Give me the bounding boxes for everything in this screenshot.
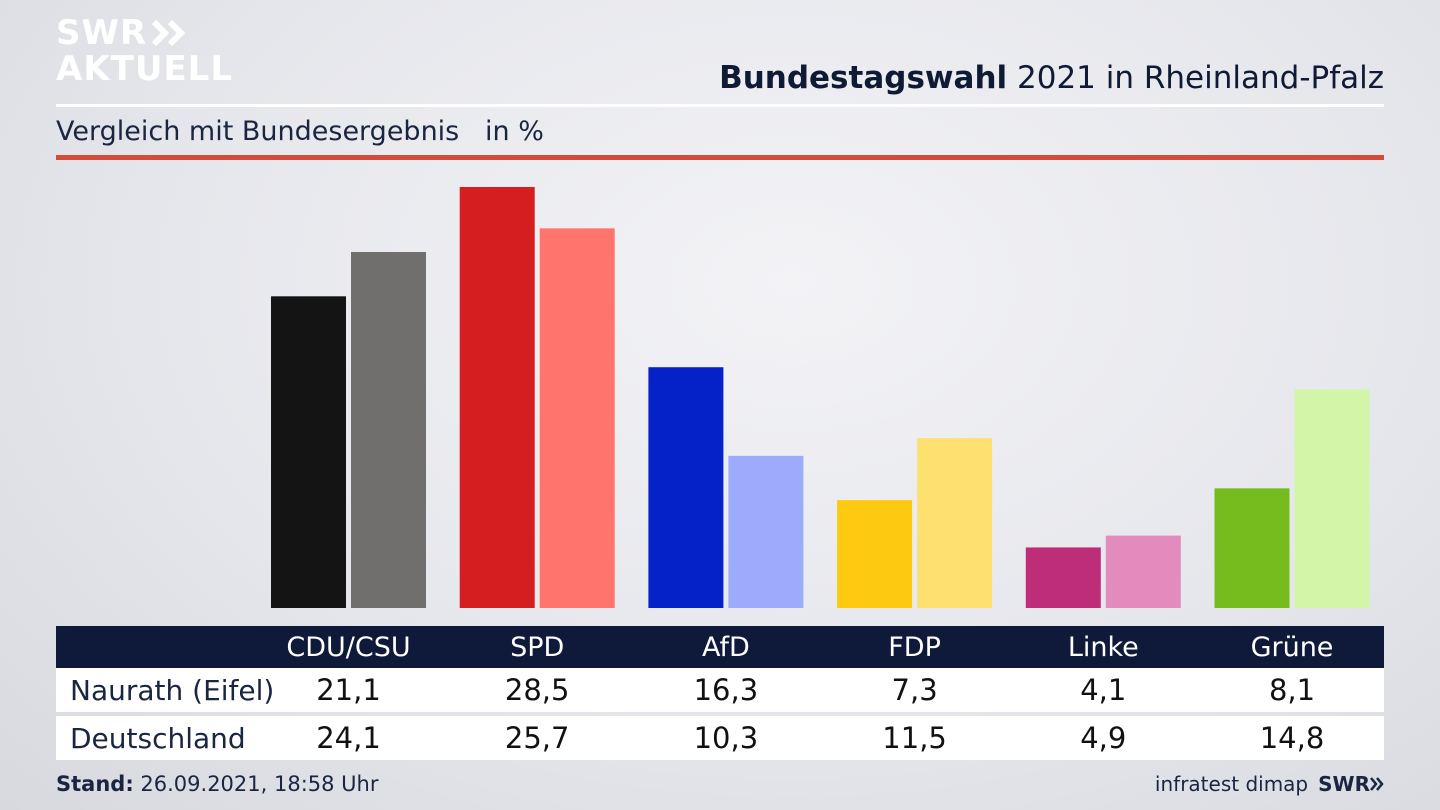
bar-local-3 bbox=[837, 500, 913, 608]
bar-national-4 bbox=[1105, 535, 1181, 608]
timestamp: Stand: 26.09.2021, 18:58 Uhr bbox=[56, 772, 379, 796]
table-header-cell: FDP bbox=[888, 631, 941, 663]
swr-footer-logo: SWR bbox=[1318, 772, 1384, 796]
table-header-cell: Grüne bbox=[1250, 631, 1334, 663]
table-row: Naurath (Eifel) 21,1 28,5 16,3 7,3 4,1 8,1 bbox=[56, 668, 1384, 712]
bar-national-5 bbox=[1294, 389, 1370, 608]
header-divider bbox=[56, 104, 1384, 107]
source-label: infratest dimap bbox=[1154, 772, 1309, 796]
bar-local-4 bbox=[1025, 547, 1101, 608]
value-cell: 25,7 bbox=[504, 721, 570, 755]
accent-divider bbox=[56, 155, 1384, 160]
value-cell: 4,9 bbox=[1080, 721, 1127, 755]
row-label: Naurath (Eifel) bbox=[70, 673, 275, 707]
swr-aktuell-logo: SWR AKTUELL bbox=[56, 16, 233, 86]
bar-national-0 bbox=[351, 251, 426, 608]
bar-national-1 bbox=[539, 228, 615, 609]
page-title: Bundestagswahl 2021 in Rheinland-Pfalz bbox=[719, 60, 1384, 96]
table-header-cell: SPD bbox=[510, 631, 565, 663]
table-header-cell: AfD bbox=[701, 631, 750, 663]
chart-subtitle: Vergleich mit Bundesergebnis in % bbox=[56, 116, 544, 147]
double-chevron-icon bbox=[152, 19, 186, 47]
bar-local-0 bbox=[271, 296, 346, 608]
logo-line-2: AKTUELL bbox=[56, 49, 234, 89]
source-credit: infratest dimap SWR bbox=[1155, 772, 1384, 796]
value-cell: 4,1 bbox=[1080, 673, 1127, 707]
title-rest: 2021 in Rheinland-Pfalz bbox=[1007, 60, 1384, 96]
results-table: CDU/CSU SPD AfD FDP Linke Grüne Naurath (Eife… bbox=[56, 626, 1384, 760]
bar-local-5 bbox=[1214, 488, 1290, 608]
swr-footer-text: SWR bbox=[1318, 772, 1370, 796]
value-cell: 7,3 bbox=[891, 673, 938, 707]
table-header-row: CDU/CSU SPD AfD FDP Linke Grüne bbox=[56, 626, 1384, 668]
bar-national-3 bbox=[917, 438, 993, 608]
logo-line-1: SWR bbox=[56, 13, 148, 53]
value-cell: 28,5 bbox=[504, 673, 570, 707]
stand-value: 26.09.2021, 18:58 Uhr bbox=[133, 772, 379, 796]
value-cell: 10,3 bbox=[693, 721, 759, 755]
double-chevron-icon bbox=[1370, 777, 1384, 791]
value-cell: 24,1 bbox=[316, 721, 381, 755]
value-cell: 21,1 bbox=[316, 673, 381, 707]
bar-local-2 bbox=[648, 367, 724, 608]
bar-local-1 bbox=[459, 187, 535, 608]
table-header-cell: CDU/CSU bbox=[286, 631, 411, 663]
value-cell: 11,5 bbox=[882, 721, 947, 755]
table-row: Deutschland 24,1 25,7 10,3 11,5 4,9 14,8 bbox=[56, 716, 1384, 760]
title-bold: Bundestagswahl bbox=[719, 60, 1008, 96]
row-label: Deutschland bbox=[70, 721, 246, 755]
stand-label: Stand: bbox=[56, 772, 134, 796]
bar-national-2 bbox=[728, 455, 804, 608]
value-cell: 16,3 bbox=[693, 673, 759, 707]
table-header-cell: Linke bbox=[1067, 631, 1139, 663]
value-cell: 8,1 bbox=[1268, 673, 1316, 707]
value-cell: 14,8 bbox=[1259, 721, 1325, 755]
